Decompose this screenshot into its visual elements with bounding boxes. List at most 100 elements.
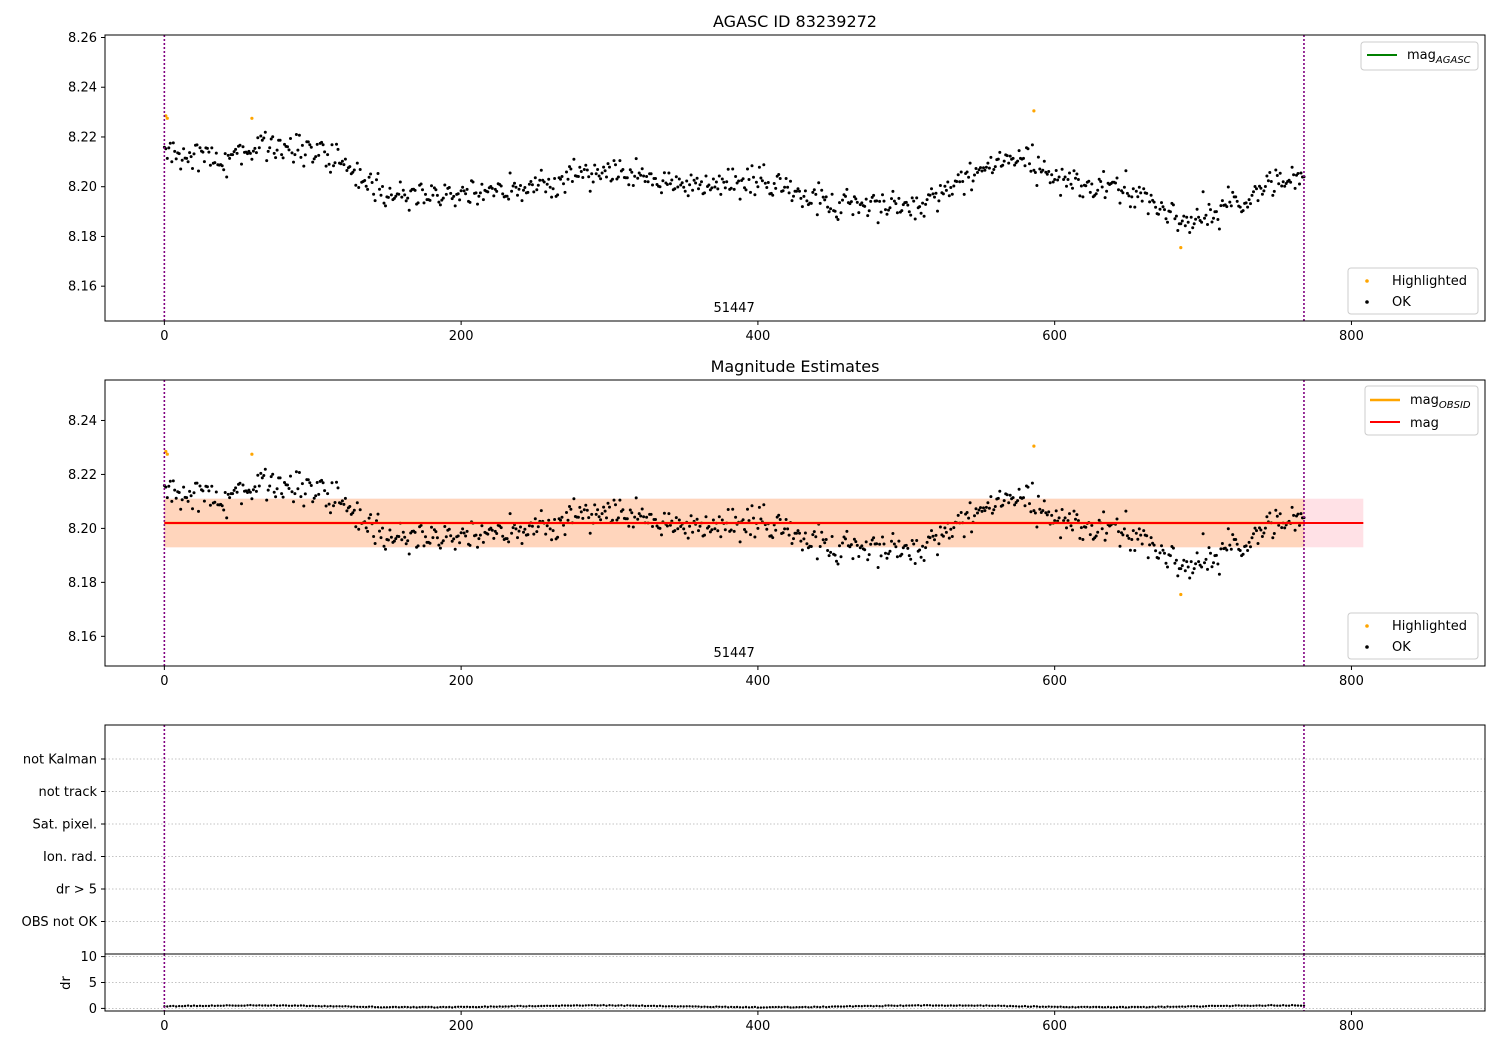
ok-point — [1160, 201, 1163, 205]
ok-point — [1029, 169, 1033, 173]
dr-point — [376, 1006, 380, 1009]
ok-point — [1103, 538, 1107, 542]
ok-point — [189, 155, 193, 159]
ok-point — [560, 175, 564, 178]
ok-point — [838, 544, 841, 548]
ok-point — [977, 168, 981, 172]
ok-point — [1072, 509, 1076, 513]
dr-point — [341, 1005, 344, 1008]
ok-point — [1244, 201, 1248, 205]
dr-point — [219, 1004, 222, 1007]
ok-point — [1212, 561, 1215, 565]
ok-point — [545, 182, 549, 186]
ok-point — [646, 180, 650, 184]
ok-point — [367, 175, 371, 179]
ok-point — [170, 160, 174, 164]
ok-point — [852, 195, 856, 199]
ok-point — [354, 183, 358, 187]
dr-point — [234, 1004, 237, 1007]
ok-point — [352, 508, 356, 512]
ok-point — [326, 153, 330, 157]
ok-point — [1011, 156, 1015, 160]
ok-point — [358, 508, 362, 512]
dr-point — [881, 1005, 884, 1008]
ok-point — [381, 526, 384, 530]
ok-point — [182, 485, 186, 489]
ok-point — [257, 484, 261, 488]
ok-point — [777, 513, 781, 517]
dr-point — [973, 1004, 976, 1007]
dr-point — [480, 1005, 484, 1009]
ok-point — [947, 194, 951, 198]
ok-point — [958, 180, 962, 184]
dr-point — [581, 1004, 584, 1007]
dr-point — [519, 1004, 522, 1008]
flag-label: Sat. pixel. — [33, 818, 97, 833]
ok-point — [722, 180, 726, 184]
ok-point — [857, 555, 861, 558]
ok-point — [746, 167, 749, 171]
ok-point — [1197, 560, 1201, 564]
ok-point — [1028, 162, 1031, 166]
ok-point — [505, 537, 509, 541]
ok-point — [222, 168, 226, 172]
ok-point — [565, 170, 568, 174]
ok-point — [354, 525, 358, 529]
ok-point — [1298, 523, 1301, 527]
ok-point — [511, 526, 515, 530]
ok-point — [421, 530, 424, 534]
ok-point — [986, 501, 990, 505]
dr-point — [1133, 1005, 1137, 1009]
dr-point — [899, 1004, 902, 1007]
ok-point — [698, 183, 702, 187]
ok-point — [741, 518, 745, 522]
ok-point — [272, 151, 276, 155]
dr-point — [1279, 1004, 1282, 1007]
dr-point — [890, 1004, 893, 1007]
ok-point — [1206, 567, 1209, 571]
ok-point — [456, 192, 460, 196]
dr-point — [370, 1005, 374, 1008]
ok-point — [1149, 536, 1153, 540]
ok-point — [912, 199, 916, 203]
ok-point — [1068, 171, 1071, 175]
ok-point — [321, 481, 325, 485]
ok-point — [1241, 552, 1245, 556]
dr-point — [744, 1005, 748, 1009]
dr-point — [290, 1004, 294, 1007]
ok-point — [363, 179, 367, 182]
ok-point — [352, 168, 356, 172]
ok-point — [191, 167, 194, 170]
dr-point — [958, 1004, 961, 1007]
ok-point — [520, 199, 524, 203]
y-tick-label: 8.22 — [68, 130, 97, 145]
ok-point — [616, 175, 620, 179]
ok-point — [621, 168, 625, 171]
ok-point — [1179, 222, 1183, 226]
ok-point — [394, 537, 398, 541]
dr-point — [676, 1005, 679, 1008]
ok-point — [1057, 516, 1061, 520]
dr-point — [204, 1004, 208, 1008]
ok-point — [614, 163, 617, 167]
dr-point — [1041, 1005, 1045, 1008]
dr-point — [415, 1006, 418, 1009]
ok-point — [1290, 505, 1294, 509]
ok-point — [1069, 182, 1073, 186]
ok-point — [1247, 198, 1251, 202]
ok-point — [508, 171, 512, 175]
ok-point — [241, 145, 245, 149]
ok-point — [296, 148, 300, 152]
dr-point — [727, 1006, 730, 1009]
ok-point — [300, 143, 304, 147]
dr-point — [801, 1005, 804, 1009]
ok-point — [406, 539, 410, 543]
ok-point — [928, 536, 932, 540]
ok-point — [839, 211, 843, 215]
dr-point — [1154, 1006, 1157, 1009]
dr-point — [964, 1004, 967, 1007]
ok-point — [1137, 527, 1141, 531]
ok-point — [205, 146, 209, 150]
dr-point — [813, 1005, 816, 1008]
